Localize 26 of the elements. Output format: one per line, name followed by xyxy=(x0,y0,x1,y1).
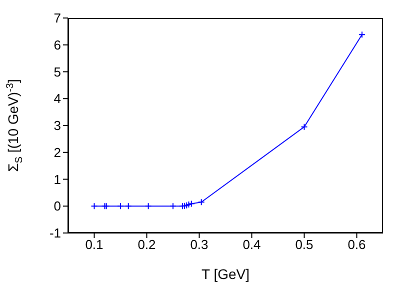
point xyxy=(178,202,186,210)
point xyxy=(300,123,308,130)
point xyxy=(181,202,188,210)
point xyxy=(170,202,176,210)
x-tick-label: 0.4 xyxy=(242,237,261,252)
point xyxy=(188,200,195,208)
x-axis-title: T [GeV] xyxy=(202,266,250,282)
point xyxy=(144,202,152,210)
y-tick-label: 3 xyxy=(54,118,61,134)
x-tick-label: 0.3 xyxy=(190,237,208,252)
point xyxy=(117,202,124,210)
y-tick-label: 7 xyxy=(54,10,61,26)
y-tick-label: 2 xyxy=(54,144,61,160)
x-tick-label: 0.5 xyxy=(295,237,314,252)
x-tick-label: 0.1 xyxy=(85,237,104,252)
y-tick-label: 1 xyxy=(54,172,61,187)
y-tick-label: 6 xyxy=(54,37,61,52)
y-tick-label: 0 xyxy=(54,198,61,214)
point xyxy=(124,202,132,210)
y-tick-label: -1 xyxy=(49,226,61,241)
point xyxy=(185,201,192,208)
y-tick-label: 4 xyxy=(54,91,61,106)
point xyxy=(198,198,205,206)
x-tick-label: 0.2 xyxy=(138,237,156,252)
y-tick-label: 5 xyxy=(54,64,61,80)
x-tick-label: 0.6 xyxy=(348,237,366,252)
